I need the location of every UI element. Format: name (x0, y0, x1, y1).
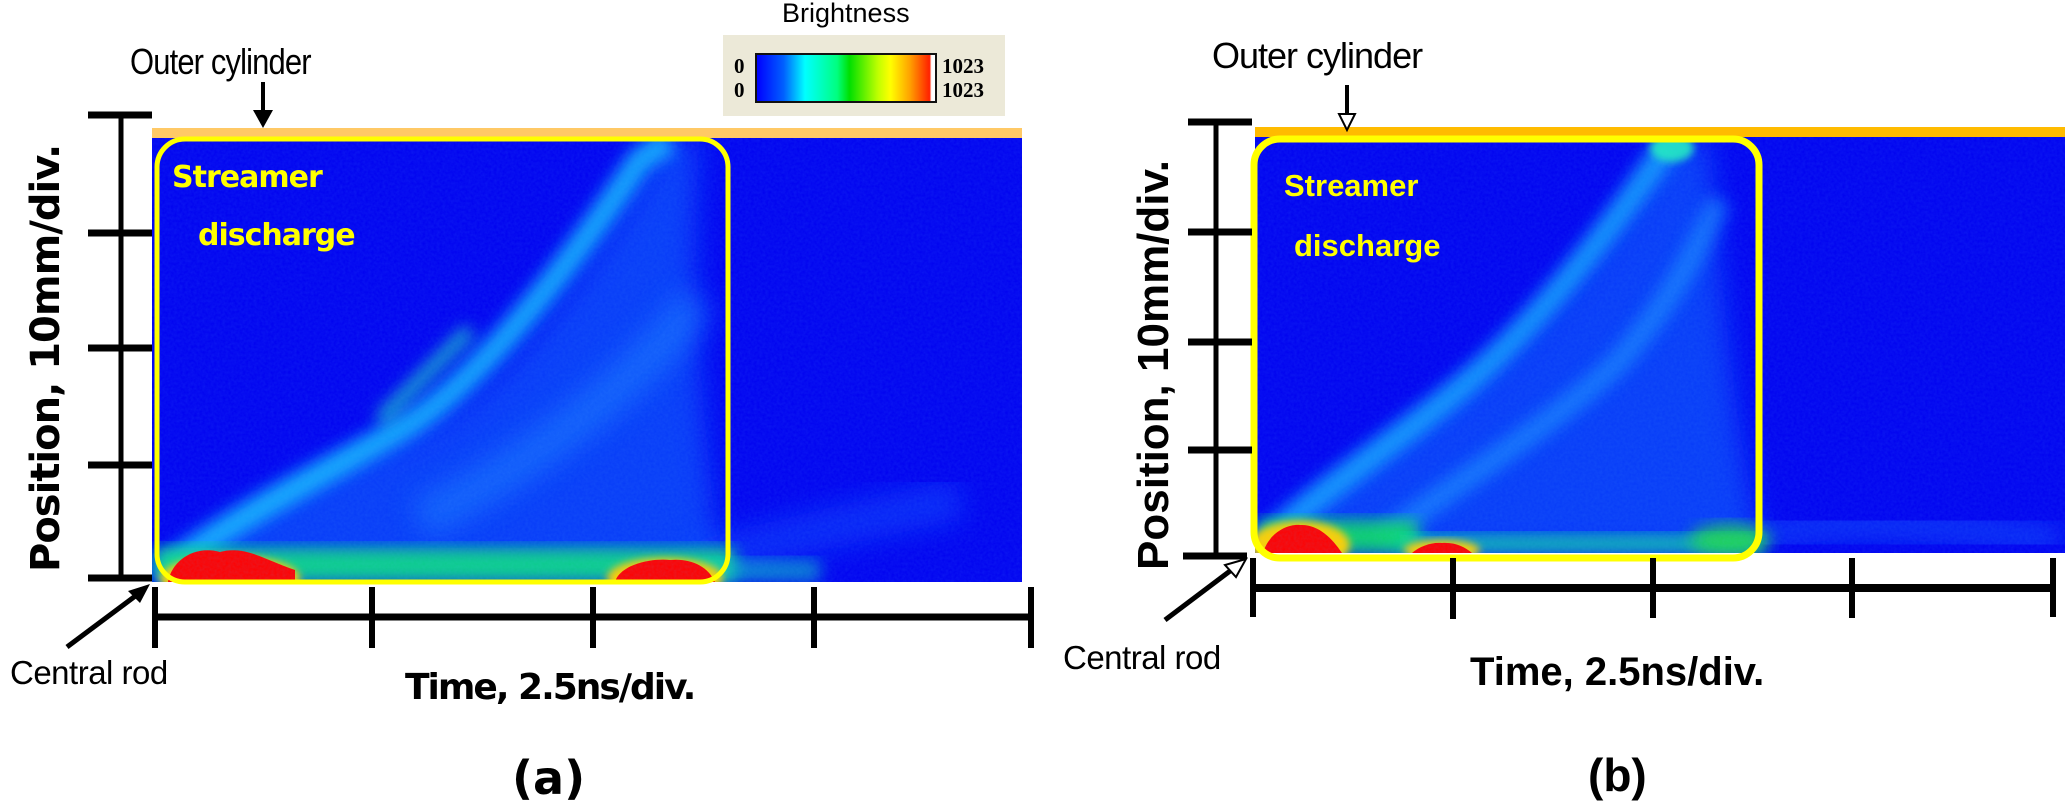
streak-image-a (152, 128, 1022, 585)
streamer-highlight-box-a (154, 136, 731, 585)
x-axis-a (152, 587, 1034, 648)
streak-image-b (1250, 127, 2065, 562)
colorbar-gradient (755, 53, 937, 103)
x-axis-label-b: Time, 2.5ns/div. (1470, 650, 1765, 694)
colorbar-min-top: 0 (734, 54, 745, 78)
central-rod-arrow-a (65, 584, 150, 650)
streamer-highlight-box-b (1250, 135, 1763, 562)
outer-cylinder-label-b: Outer cylinder (1212, 35, 1423, 76)
central-rod-arrow-b (1163, 557, 1249, 622)
colorbar-max-bottom: 1023 (942, 78, 984, 102)
y-axis-a (88, 111, 152, 582)
colorbar-title: Brightness (782, 0, 910, 28)
streamer-label-line1-a: Streamer (172, 160, 323, 195)
central-rod-label-a: Central rod (10, 654, 168, 691)
colorbar-min-bottom: 0 (734, 78, 745, 102)
streamer-label-line2-b: discharge (1294, 228, 1441, 263)
outer-cylinder-label-a: Outer cylinder (130, 41, 312, 82)
panel-caption-b: (b) (1588, 749, 1647, 801)
colorbar-max-top: 1023 (942, 54, 984, 78)
x-axis-label-a: Time, 2.5ns/div. (405, 667, 696, 708)
x-axis-b (1250, 558, 2056, 619)
y-axis-label-b: Position, 10mm/div. (1129, 160, 1178, 570)
streamer-label-line2-a: discharge (198, 218, 356, 253)
streamer-label-line1-b: Streamer (1284, 168, 1419, 203)
central-rod-label-b: Central rod (1063, 639, 1221, 676)
outer-cylinder-arrow-b (1337, 85, 1357, 133)
y-axis-label-a: Position, 10mm/div. (23, 144, 69, 572)
panel-caption-a: (a) (512, 751, 586, 805)
outer-cylinder-arrow-a (253, 82, 273, 128)
y-axis-b (1183, 118, 1252, 560)
